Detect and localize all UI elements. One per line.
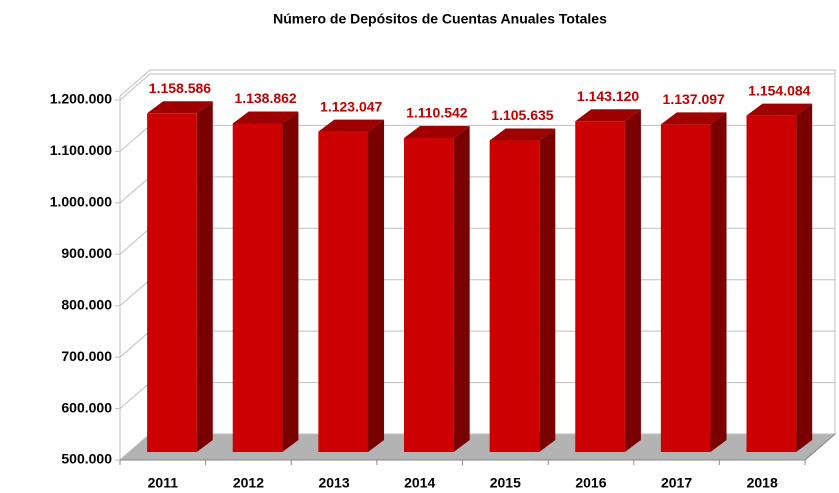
y-tick-label: 1.200.000 (50, 91, 112, 107)
value-label: 1.154.084 (748, 82, 810, 98)
bar (746, 115, 797, 452)
value-label: 1.123.047 (320, 98, 382, 114)
bar (404, 138, 454, 453)
grid-line (115, 73, 835, 101)
x-tick-label: 2012 (233, 475, 264, 491)
y-tick-label: 800.000 (61, 296, 112, 312)
grid-line (115, 382, 835, 410)
y-tick-label: 500.000 (61, 451, 112, 467)
y-tick-label: 1.000.000 (50, 194, 112, 210)
grid-line (115, 124, 835, 152)
bar-top (660, 112, 727, 125)
bar (318, 131, 369, 453)
bar (660, 124, 711, 453)
bar-top (489, 128, 556, 141)
x-tick-label: 2014 (404, 475, 435, 491)
x-tick-label: 2011 (148, 475, 179, 491)
bar-top (746, 103, 813, 116)
grid-line (115, 279, 835, 307)
bar-side (796, 103, 813, 452)
value-label: 1.143.120 (577, 88, 639, 104)
bar-side (453, 126, 470, 453)
bar (147, 113, 197, 452)
x-tick-label: 2017 (661, 475, 692, 491)
x-tick-label: 2013 (318, 475, 349, 491)
y-tick-label: 1.100.000 (50, 142, 112, 158)
x-tick-label: 2018 (747, 475, 778, 491)
bar-top (575, 109, 641, 122)
grid-line (115, 176, 835, 204)
bar (232, 123, 283, 453)
bar-side (282, 111, 299, 453)
bar-side (368, 119, 385, 452)
value-label: 1.158.586 (149, 80, 211, 96)
value-label: 1.110.542 (406, 105, 468, 121)
y-tick-label: 900.000 (61, 245, 112, 261)
bar (489, 140, 540, 452)
bar-top (318, 119, 385, 132)
value-label: 1.105.635 (491, 107, 553, 123)
bar-top (147, 101, 213, 114)
bar-side (624, 109, 641, 453)
chart-title: Número de Depósitos de Cuentas Anuales T… (273, 11, 607, 27)
wall-edge (119, 69, 836, 460)
x-axis-edge (804, 433, 836, 461)
y-tick-label: 700.000 (61, 348, 112, 364)
bar-side (539, 128, 556, 452)
bar-side (710, 112, 727, 453)
bar-side (196, 101, 213, 452)
value-label: 1.138.862 (234, 90, 296, 106)
x-tick-label: 2016 (575, 475, 606, 491)
grid-line (115, 227, 835, 255)
bar (575, 121, 625, 453)
floor (118, 433, 837, 461)
bar-top (404, 126, 470, 139)
bar-top (232, 111, 299, 124)
x-tick-label: 2015 (490, 475, 521, 491)
grid-line (115, 330, 835, 358)
y-tick-label: 600.000 (61, 399, 112, 415)
value-label: 1.137.097 (663, 91, 725, 107)
